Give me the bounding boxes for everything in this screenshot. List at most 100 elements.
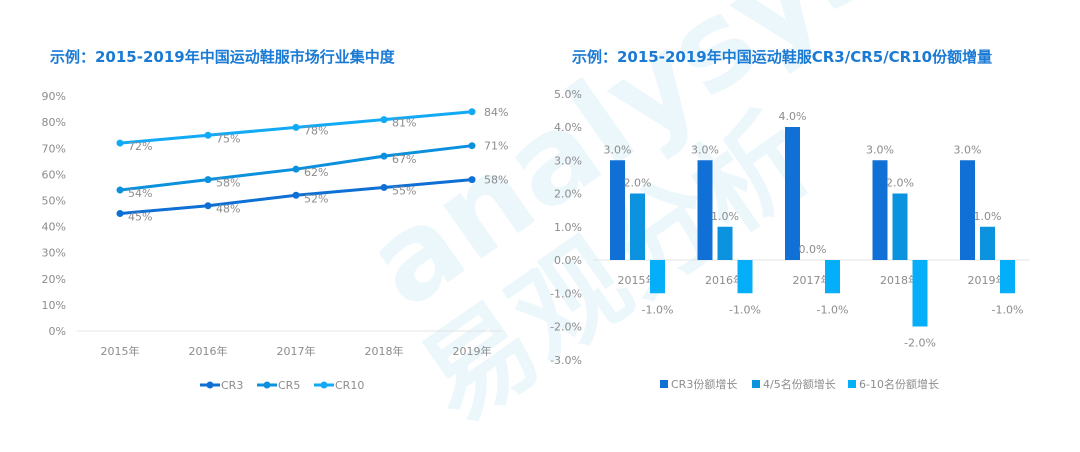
data-label: 1.0% xyxy=(974,210,1002,223)
legend-label: 6-10名份额增长 xyxy=(859,377,939,391)
left-chart-title: 示例：2015-2019年中国运动鞋服市场行业集中度 xyxy=(50,48,395,66)
data-label: 2.0% xyxy=(886,177,914,190)
y-tick-label: -2.0% xyxy=(550,321,582,334)
bar-2 xyxy=(892,193,908,260)
data-label: 0.0% xyxy=(799,243,827,256)
y-tick-label: 5.0% xyxy=(554,88,582,101)
bar-1 xyxy=(785,127,800,260)
data-point-cr10 xyxy=(380,116,388,124)
data-point-cr10 xyxy=(116,139,124,147)
data-label: 3.0% xyxy=(604,143,632,156)
data-label: -1.0% xyxy=(992,303,1024,316)
y-tick-label: 50% xyxy=(42,195,66,208)
y-tick-label: 1.0% xyxy=(554,221,582,234)
data-point-cr3 xyxy=(116,210,124,218)
data-point-cr5 xyxy=(468,142,476,150)
y-tick-label: 4.0% xyxy=(554,121,582,134)
data-point-cr3 xyxy=(468,176,476,184)
data-label: 78% xyxy=(304,124,328,137)
legend-swatch-3 xyxy=(848,380,856,388)
legend-swatch-1 xyxy=(660,380,668,388)
legend-marker-cr10 xyxy=(320,381,328,389)
legend-label: CR10 xyxy=(335,379,364,392)
data-label: 3.0% xyxy=(691,143,719,156)
charts-canvas: 0% 10% 20% 30% 40% 50% 60% 70% 80% 90% 2015年 2016年 2… xyxy=(42,88,1030,392)
y-tick-label: 0.0% xyxy=(554,254,582,267)
data-label: 71% xyxy=(484,140,508,153)
y-tick-label: -1.0% xyxy=(550,287,582,300)
y-tick-label: 20% xyxy=(42,273,66,286)
data-label: 4.0% xyxy=(779,110,807,123)
bar-3 xyxy=(737,260,753,294)
legend-label: CR3份额增长 xyxy=(671,377,737,391)
data-label: 58% xyxy=(216,177,240,190)
legend-marker-cr3 xyxy=(206,381,214,389)
bar-2 xyxy=(630,193,645,260)
legend-label: 4/5名份额增长 xyxy=(763,377,836,391)
x-tick-label: 2018年 xyxy=(365,344,404,358)
data-label: 3.0% xyxy=(866,143,894,156)
x-tick-label: 2019年 xyxy=(968,273,1007,287)
legend-label: CR5 xyxy=(278,379,300,392)
y-tick-label: 10% xyxy=(42,299,66,312)
data-label: -1.0% xyxy=(817,303,849,316)
x-tick-label: 2016年 xyxy=(705,273,744,287)
bar-3 xyxy=(1000,260,1015,294)
bar-2 xyxy=(980,226,995,260)
bar-1 xyxy=(610,160,625,260)
data-label: 58% xyxy=(484,174,508,187)
bar-1 xyxy=(960,160,975,260)
data-label: 72% xyxy=(128,140,152,153)
y-tick-label: 3.0% xyxy=(554,154,582,167)
y-tick-label: 30% xyxy=(42,247,66,260)
y-tick-label: 60% xyxy=(42,168,66,181)
data-label: 52% xyxy=(304,192,328,205)
legend-label: CR3 xyxy=(221,379,243,392)
data-label: -2.0% xyxy=(904,337,936,350)
x-tick-label: 2017年 xyxy=(277,344,316,358)
data-label: -1.0% xyxy=(642,303,674,316)
data-point-cr3 xyxy=(204,202,212,210)
data-label: 81% xyxy=(392,117,416,130)
x-tick-label: 2018年 xyxy=(880,273,919,287)
x-tick-label: 2015年 xyxy=(101,344,140,358)
data-label: 3.0% xyxy=(954,143,982,156)
data-point-cr10 xyxy=(468,108,476,116)
data-label: -1.0% xyxy=(729,303,761,316)
data-point-cr5 xyxy=(292,165,300,173)
right-chart-title: 示例：2015-2019年中国运动鞋服CR3/CR5/CR10份额增量 xyxy=(572,48,993,66)
y-tick-label: 0% xyxy=(49,325,66,338)
legend-swatch-2 xyxy=(752,380,760,388)
data-point-cr5 xyxy=(116,186,124,194)
data-point-cr3 xyxy=(292,191,300,199)
bar-3 xyxy=(650,260,665,294)
bar-3 xyxy=(825,260,840,294)
y-tick-label: -3.0% xyxy=(550,354,582,367)
data-label: 62% xyxy=(304,166,328,179)
bar-1 xyxy=(872,160,888,260)
data-label: 55% xyxy=(392,184,416,197)
y-tick-label: 2.0% xyxy=(554,188,582,201)
data-label: 1.0% xyxy=(711,210,739,223)
x-tick-label: 2015年 xyxy=(618,273,657,287)
x-tick-label: 2017年 xyxy=(793,273,832,287)
y-tick-label: 80% xyxy=(42,116,66,129)
data-label: 67% xyxy=(392,153,416,166)
bar-1 xyxy=(697,160,713,260)
y-tick-label: 90% xyxy=(42,90,66,103)
x-tick-label: 2019年 xyxy=(453,344,492,358)
legend-marker-cr5 xyxy=(263,381,271,389)
data-label: 45% xyxy=(128,211,152,224)
data-point-cr3 xyxy=(380,183,388,191)
data-point-cr5 xyxy=(380,152,388,160)
bar-2 xyxy=(717,226,733,260)
x-tick-label: 2016年 xyxy=(189,344,228,358)
data-label: 2.0% xyxy=(624,177,652,190)
data-label: 54% xyxy=(128,187,152,200)
y-tick-label: 40% xyxy=(42,221,66,234)
data-point-cr10 xyxy=(292,123,300,131)
data-label: 48% xyxy=(216,203,240,216)
data-label: 75% xyxy=(216,132,240,145)
bar-3 xyxy=(912,260,928,327)
data-label: 84% xyxy=(484,106,508,119)
